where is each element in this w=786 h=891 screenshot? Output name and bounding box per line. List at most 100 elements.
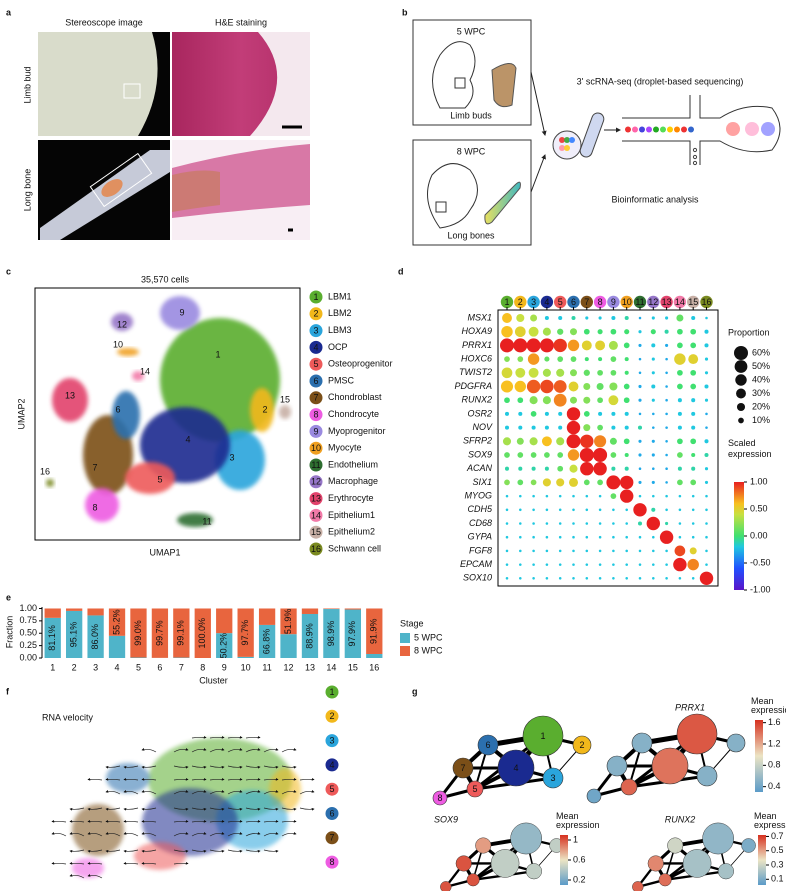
dot <box>544 315 549 321</box>
velocity-stream <box>141 849 157 853</box>
size-key-label: 20% <box>752 401 770 411</box>
dot <box>594 435 607 448</box>
velocity-stream <box>245 849 261 853</box>
dot <box>705 549 708 553</box>
velocity-stream <box>51 861 67 865</box>
dot <box>690 383 697 390</box>
embryo <box>427 163 478 229</box>
velocity-stream <box>281 819 297 823</box>
stage-label: 8 WPC <box>457 146 486 156</box>
dot <box>665 494 668 498</box>
velocity-stream <box>245 748 261 753</box>
column-header <box>593 295 607 309</box>
cell <box>564 137 570 143</box>
dot <box>558 522 562 525</box>
bar-segment <box>130 608 147 658</box>
dot <box>652 549 655 553</box>
velocity-stream <box>263 849 279 853</box>
legend-title: Stage <box>400 618 424 628</box>
velocity-stream <box>141 807 157 811</box>
x-tick-label: 16 <box>369 662 379 672</box>
dot <box>532 494 535 498</box>
legend-label: 8 WPC <box>414 645 443 655</box>
legend-id: 14 <box>311 510 321 520</box>
legend-title-line: expression <box>728 449 772 459</box>
column-id: 13 <box>662 297 672 307</box>
bar-segment <box>344 608 361 610</box>
network-node <box>682 849 712 878</box>
velocity-stream <box>87 874 103 879</box>
dot <box>545 577 549 580</box>
velocity-stream <box>69 807 85 811</box>
size-key-label: 10% <box>752 415 770 425</box>
dot <box>652 563 655 566</box>
dot <box>539 338 554 353</box>
dot <box>542 327 551 336</box>
gene-title: PRRX1 <box>675 702 705 712</box>
dot <box>704 329 709 334</box>
velocity-stream <box>227 748 243 753</box>
cluster-cloud <box>279 405 291 419</box>
dot <box>553 338 567 353</box>
dot <box>526 338 541 353</box>
legend-name: Endothelium <box>328 459 378 469</box>
velocity-stream <box>69 861 85 865</box>
network-node <box>631 732 653 754</box>
legend-name: Myocyte <box>328 443 362 453</box>
dot <box>691 425 696 430</box>
network <box>632 822 756 891</box>
size-key-label: 60% <box>752 347 770 357</box>
velocity-stream <box>299 807 315 811</box>
dot <box>677 342 683 349</box>
dot <box>585 522 589 525</box>
dot <box>502 437 512 446</box>
velocity-stream <box>123 807 139 811</box>
velocity-stream <box>245 790 261 795</box>
legend-label: 5 WPC <box>414 632 443 642</box>
dot <box>705 426 708 429</box>
dot <box>583 424 591 432</box>
velocity-stream <box>263 832 279 837</box>
legend-id: 11 <box>311 460 320 470</box>
velocity-stream <box>141 790 157 795</box>
bar-segment <box>258 608 276 625</box>
y-tick-label: 0.50 <box>19 628 37 638</box>
dot <box>623 383 630 390</box>
column-id: 8 <box>598 297 603 307</box>
colorbar-label: 0.4 <box>768 781 781 791</box>
velocity-stream <box>87 849 103 853</box>
zoom-box <box>89 152 153 208</box>
legend-id: 7 <box>329 833 334 843</box>
dot <box>581 340 592 351</box>
velocity-stream <box>263 790 279 795</box>
legend-swatch <box>325 709 339 723</box>
dot <box>598 494 602 498</box>
gene-label: TWIST2 <box>459 367 492 377</box>
dot <box>572 577 575 580</box>
velocity-stream <box>263 748 279 753</box>
dot <box>690 369 697 376</box>
dot <box>558 494 562 498</box>
dot <box>638 343 642 347</box>
network-node <box>620 778 638 796</box>
dot <box>504 397 510 404</box>
network-node <box>432 790 448 806</box>
cluster-cloud <box>140 407 230 483</box>
bar-segment <box>366 608 383 654</box>
dot <box>556 437 565 446</box>
size-key <box>735 374 747 386</box>
dot <box>572 522 575 525</box>
dot <box>689 547 697 555</box>
gene-title: SOX9 <box>434 814 458 824</box>
x-tick-label: 9 <box>222 662 227 672</box>
legend-swatch <box>309 542 323 556</box>
velocity-stream <box>299 777 315 781</box>
velocity-stream <box>173 861 189 865</box>
dot <box>530 411 537 417</box>
velocity-stream <box>87 819 103 823</box>
dot <box>638 453 642 457</box>
legend-id: 12 <box>311 477 321 487</box>
dot <box>678 577 682 580</box>
dot <box>651 480 655 484</box>
